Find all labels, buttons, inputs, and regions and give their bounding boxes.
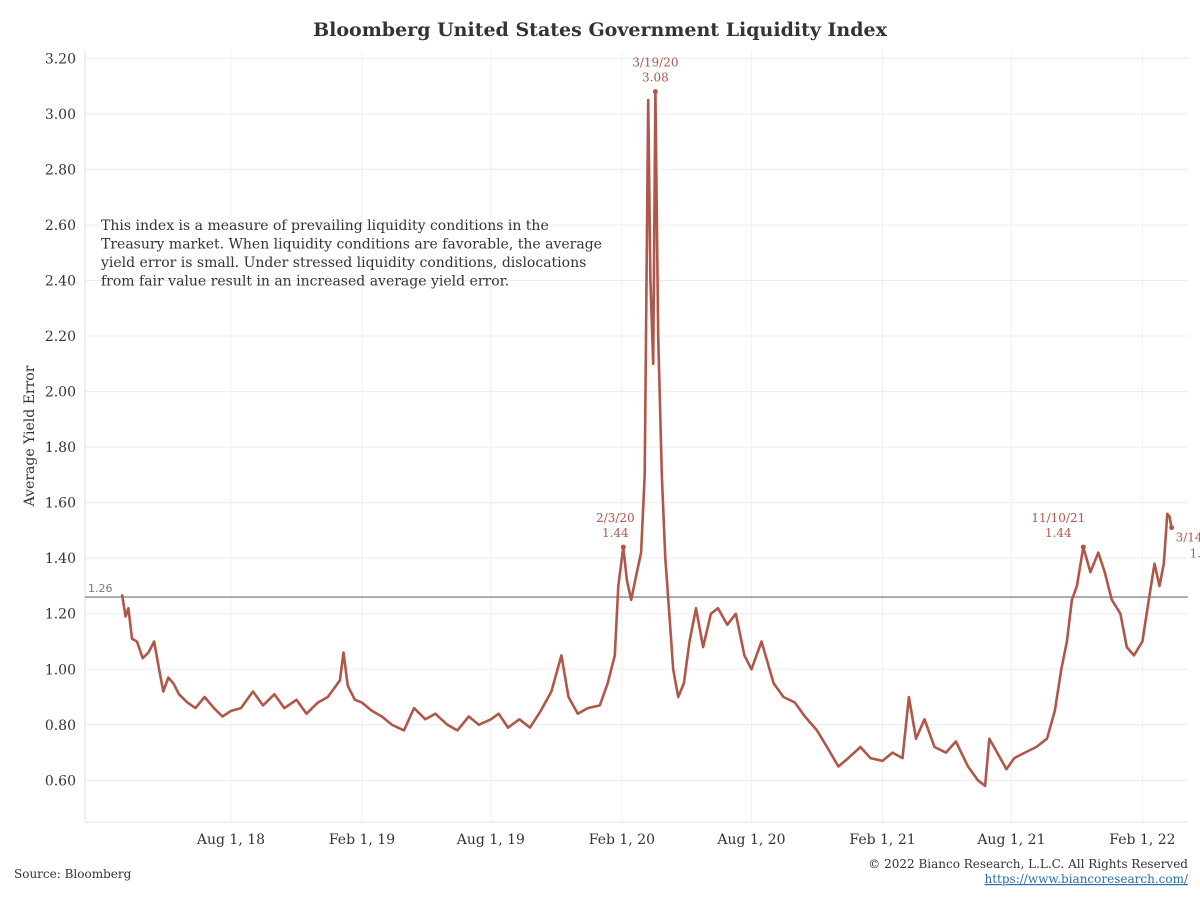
y-axis-label: Average Yield Error	[22, 365, 38, 507]
y-tick-label: 0.80	[45, 718, 76, 734]
x-tick-label: Aug 1, 19	[456, 832, 525, 848]
y-tick-label: 3.00	[45, 107, 76, 123]
y-tick-label: 1.20	[45, 607, 76, 623]
note-line: Treasury market. When liquidity conditio…	[101, 237, 602, 253]
note-line: This index is a measure of prevailing li…	[101, 218, 549, 234]
annotation-value: 3.08	[642, 71, 669, 85]
y-tick-label: 0.60	[45, 773, 76, 789]
annotation-value: 1.44	[602, 526, 629, 540]
annotation-date: 3/14/22	[1176, 531, 1200, 545]
x-tick-label: Aug 1, 21	[976, 832, 1045, 848]
chart-title: Bloomberg United States Government Liqui…	[313, 19, 888, 41]
y-tick-label: 2.20	[45, 329, 76, 345]
annotation-point	[652, 89, 658, 95]
annotation-date: 3/19/20	[632, 56, 678, 70]
point-annotations: 3/19/203.082/3/201.4411/10/211.443/14/22…	[596, 56, 1200, 561]
annotation-value: 1.51	[1190, 547, 1200, 561]
x-tick-label: Feb 1, 22	[1109, 832, 1175, 848]
y-tick-label: 1.60	[45, 496, 76, 512]
x-tick-label: Feb 1, 21	[849, 832, 915, 848]
y-tick-label: 2.00	[45, 385, 76, 401]
note-line: yield error is small. Under stressed liq…	[100, 255, 586, 271]
annotation-point	[1080, 544, 1086, 550]
y-tick-label: 1.40	[45, 551, 76, 567]
x-tick-label: Aug 1, 18	[196, 832, 265, 848]
annotation-value: 1.44	[1045, 526, 1072, 540]
gridlines	[84, 50, 1188, 823]
annotation-point	[1169, 525, 1175, 531]
y-tick-label: 2.40	[45, 273, 76, 289]
x-tick-label: Feb 1, 20	[589, 832, 655, 848]
series-line	[120, 90, 1173, 788]
copyright-note: © 2022 Bianco Research, L.L.C. All Right…	[868, 857, 1188, 871]
note-line: from fair value result in an increased a…	[101, 274, 509, 290]
y-tick-label: 1.00	[45, 662, 76, 678]
reference-line-group: 1.26	[85, 582, 1188, 598]
x-axis-ticks: Aug 1, 18 Feb 1, 19 Aug 1, 19 Feb 1, 20 Aug …	[196, 832, 1176, 848]
y-axis-ticks: 0.60 0.80 1.00 1.20 1.40 1.60 1.80 2.00 2.20 2.40…	[45, 51, 76, 789]
annotation-note: This index is a measure of prevailing li…	[100, 218, 602, 290]
website-link[interactable]: https://www.biancoresearch.com/	[984, 872, 1188, 886]
source-note: Source: Bloomberg	[14, 867, 132, 881]
x-tick-label: Feb 1, 19	[329, 832, 395, 848]
series-line-group	[120, 90, 1173, 788]
y-tick-label: 1.80	[45, 440, 76, 456]
x-tick-label: Aug 1, 20	[716, 832, 785, 848]
y-tick-label: 3.20	[45, 51, 76, 67]
annotation-date: 2/3/20	[596, 511, 635, 525]
y-tick-label: 2.60	[45, 218, 76, 234]
annotation-point	[620, 544, 626, 550]
annotation-date: 11/10/21	[1031, 511, 1085, 525]
y-tick-label: 2.80	[45, 162, 76, 178]
reference-line-label: 1.26	[88, 582, 113, 595]
